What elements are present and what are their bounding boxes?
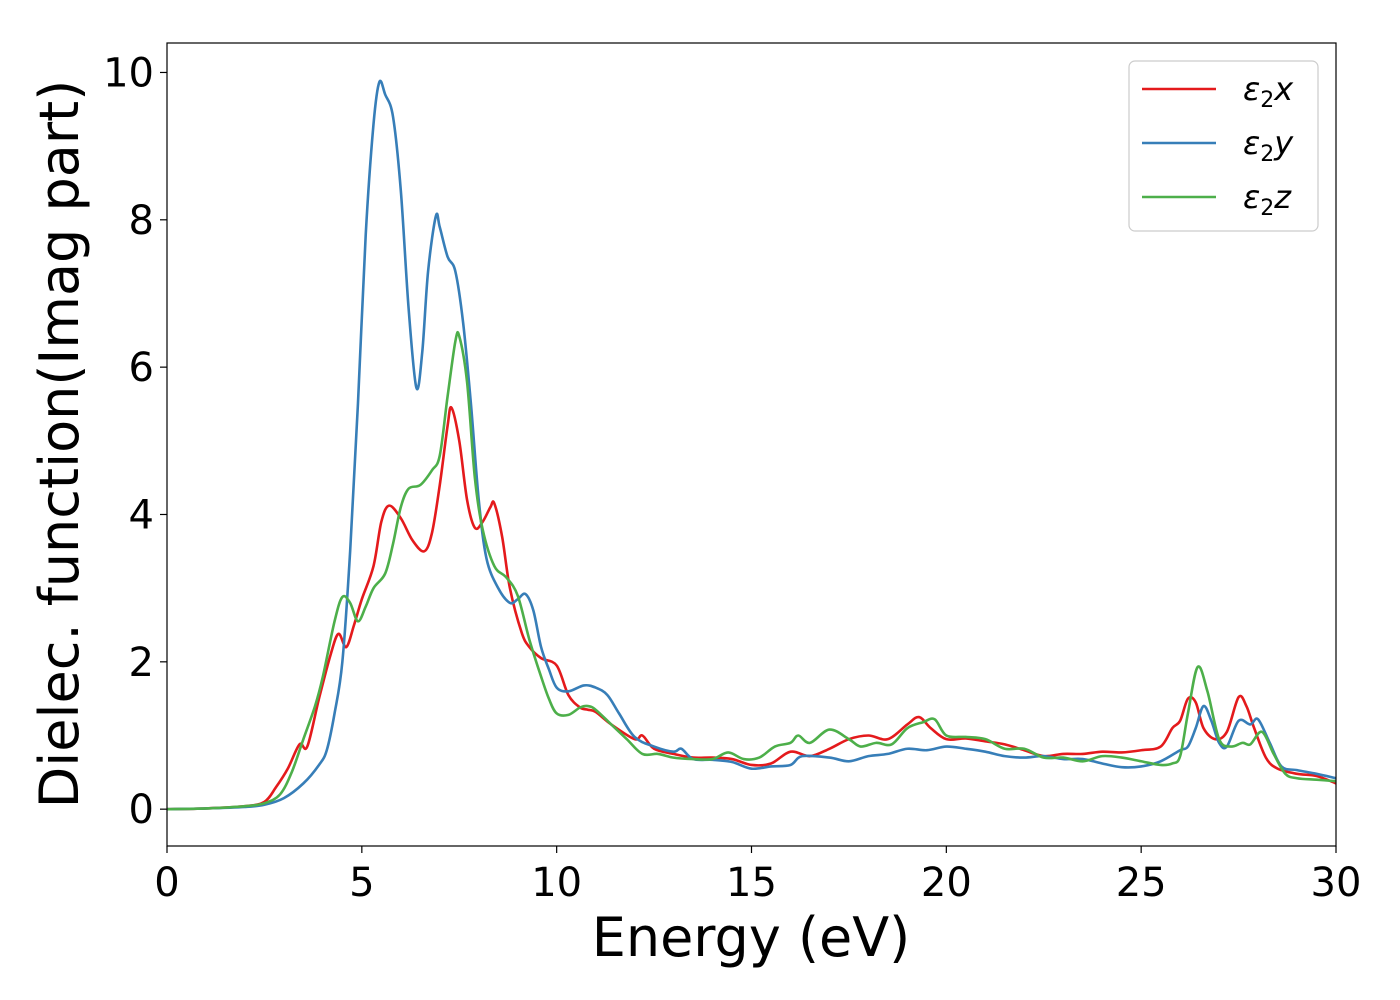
series-layer — [166, 79, 1337, 811]
y-tick-label: 6 — [129, 345, 154, 391]
y-axis-ticks: 0 2 4 6 8 10 — [103, 50, 167, 833]
x-tick-label: 20 — [921, 860, 972, 906]
x-tick-label: 0 — [154, 860, 179, 906]
y-tick-label: 0 — [129, 787, 154, 833]
x-tick-label: 10 — [531, 860, 582, 906]
x-axis-title: Energy (eV) — [592, 906, 911, 969]
x-axis-ticks: 0 5 10 15 20 25 30 — [154, 846, 1361, 906]
x-tick-label: 30 — [1311, 860, 1362, 906]
x-tick-label: 25 — [1116, 860, 1167, 906]
series-line-x — [166, 405, 1337, 811]
x-tick-label: 15 — [726, 860, 777, 906]
series-line-z — [166, 330, 1337, 811]
y-tick-label: 4 — [129, 492, 154, 538]
legend-label-y: ε2y — [1243, 124, 1294, 167]
y-tick-label: 2 — [129, 640, 154, 686]
y-tick-label: 10 — [103, 50, 154, 96]
y-axis-title: Dielec. function(Imag part) — [28, 80, 91, 809]
legend-box — [1128, 60, 1319, 232]
legend-label-z: ε2z — [1243, 178, 1292, 221]
legend-label-x: ε2x — [1243, 70, 1294, 113]
y-tick-label: 8 — [129, 198, 154, 244]
legend: ε2x ε2y ε2z — [1128, 60, 1319, 232]
x-tick-label: 5 — [349, 860, 374, 906]
series-line-y — [166, 79, 1337, 811]
